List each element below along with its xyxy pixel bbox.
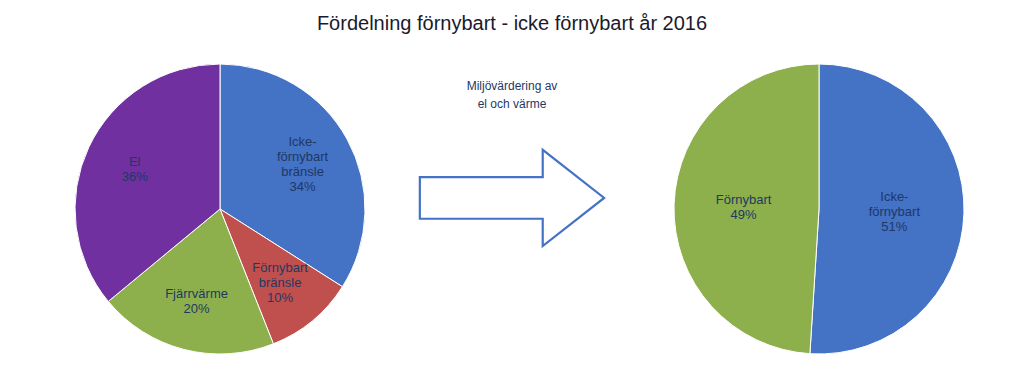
svg-text:Icke-förnybart51%: Icke-förnybart51% <box>869 189 921 234</box>
svg-text:Förnybart49%: Förnybart49% <box>716 192 772 222</box>
svg-text:Fjärrvärme20%: Fjärrvärme20% <box>165 285 228 315</box>
svg-text:Förnybartbränsle10%: Förnybartbränsle10% <box>252 259 308 304</box>
svg-text:Fördelning förnybart - icke fö: Fördelning förnybart - icke förnybart år… <box>317 12 707 34</box>
svg-text:Miljövärdering avel och värme: Miljövärdering avel och värme <box>467 79 558 111</box>
svg-text:Icke-förnybartbränsle34%: Icke-förnybartbränsle34% <box>277 134 329 194</box>
svg-text:El36%: El36% <box>122 154 148 184</box>
